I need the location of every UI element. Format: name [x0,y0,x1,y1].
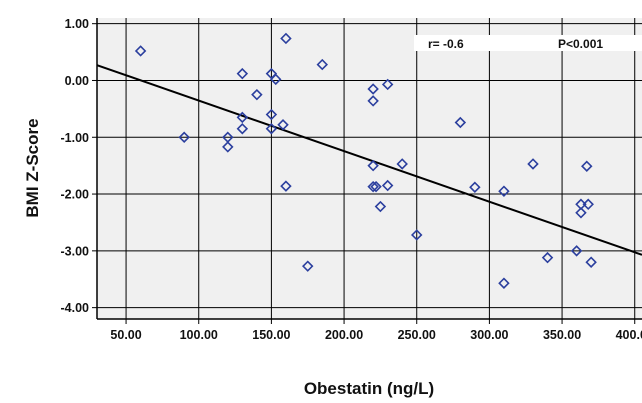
data-point [280,180,292,192]
y-tick-label: -4.00 [61,301,90,315]
data-point [277,119,289,131]
y-tick-label: -3.00 [61,244,90,258]
data-point [236,67,249,80]
data-point [236,111,249,124]
annotation-box [414,35,642,51]
data-point [582,198,594,211]
data-point [581,160,593,172]
data-point [302,260,314,272]
p-value-text: P<0.001 [558,37,603,51]
data-point [367,83,379,95]
x-axis-ticks: 50.00 100.00 150.00 200.00 250.00 300.00 350.0… [110,319,642,342]
data-point [178,131,190,143]
data-point [367,95,379,107]
data-point [251,88,263,101]
x-tick-label: 50.00 [110,328,141,342]
data-points [134,32,597,289]
data-point [134,45,147,57]
data-point [381,179,394,192]
data-point [575,207,587,219]
x-axis-title: Obestatin (ng/L) [304,379,434,398]
data-point [585,256,597,268]
correlation-r-text: r= -0.6 [428,37,464,51]
x-tick-label: 400.00 [616,328,642,342]
data-point [265,108,278,121]
plot-area [97,18,642,319]
data-point [236,123,249,135]
data-point [265,123,278,135]
data-point [498,277,510,289]
data-point [367,159,379,172]
data-point [411,229,423,241]
y-tick-label: 0.00 [65,74,89,88]
y-tick-label: -1.00 [61,131,90,145]
data-point [367,180,379,193]
data-point [270,73,282,86]
y-axis-ticks: 1.00 0.00 -1.00 -2.00 -3.00 -4.00 [61,17,97,315]
y-axis-title: BMI Z-Score [23,118,42,217]
x-tick-label: 300.00 [470,328,508,342]
x-tick-label: 200.00 [325,328,363,342]
data-point [454,116,467,129]
data-point [527,158,539,170]
data-point [381,78,394,91]
y-tick-label: -2.00 [61,188,90,202]
data-point [570,245,583,257]
regression-line [96,64,642,256]
x-tick-label: 250.00 [398,328,436,342]
data-point [222,141,234,153]
x-tick-label: 100.00 [180,328,218,342]
data-point [316,58,328,71]
data-point [280,32,292,45]
x-tick-label: 150.00 [252,328,290,342]
data-point [374,200,387,213]
data-point [396,158,408,170]
data-point [498,185,510,197]
y-tick-label: 1.00 [65,17,89,31]
data-point [370,180,382,193]
data-point [469,181,481,193]
x-tick-label: 350.00 [543,328,581,342]
data-point [541,251,554,264]
